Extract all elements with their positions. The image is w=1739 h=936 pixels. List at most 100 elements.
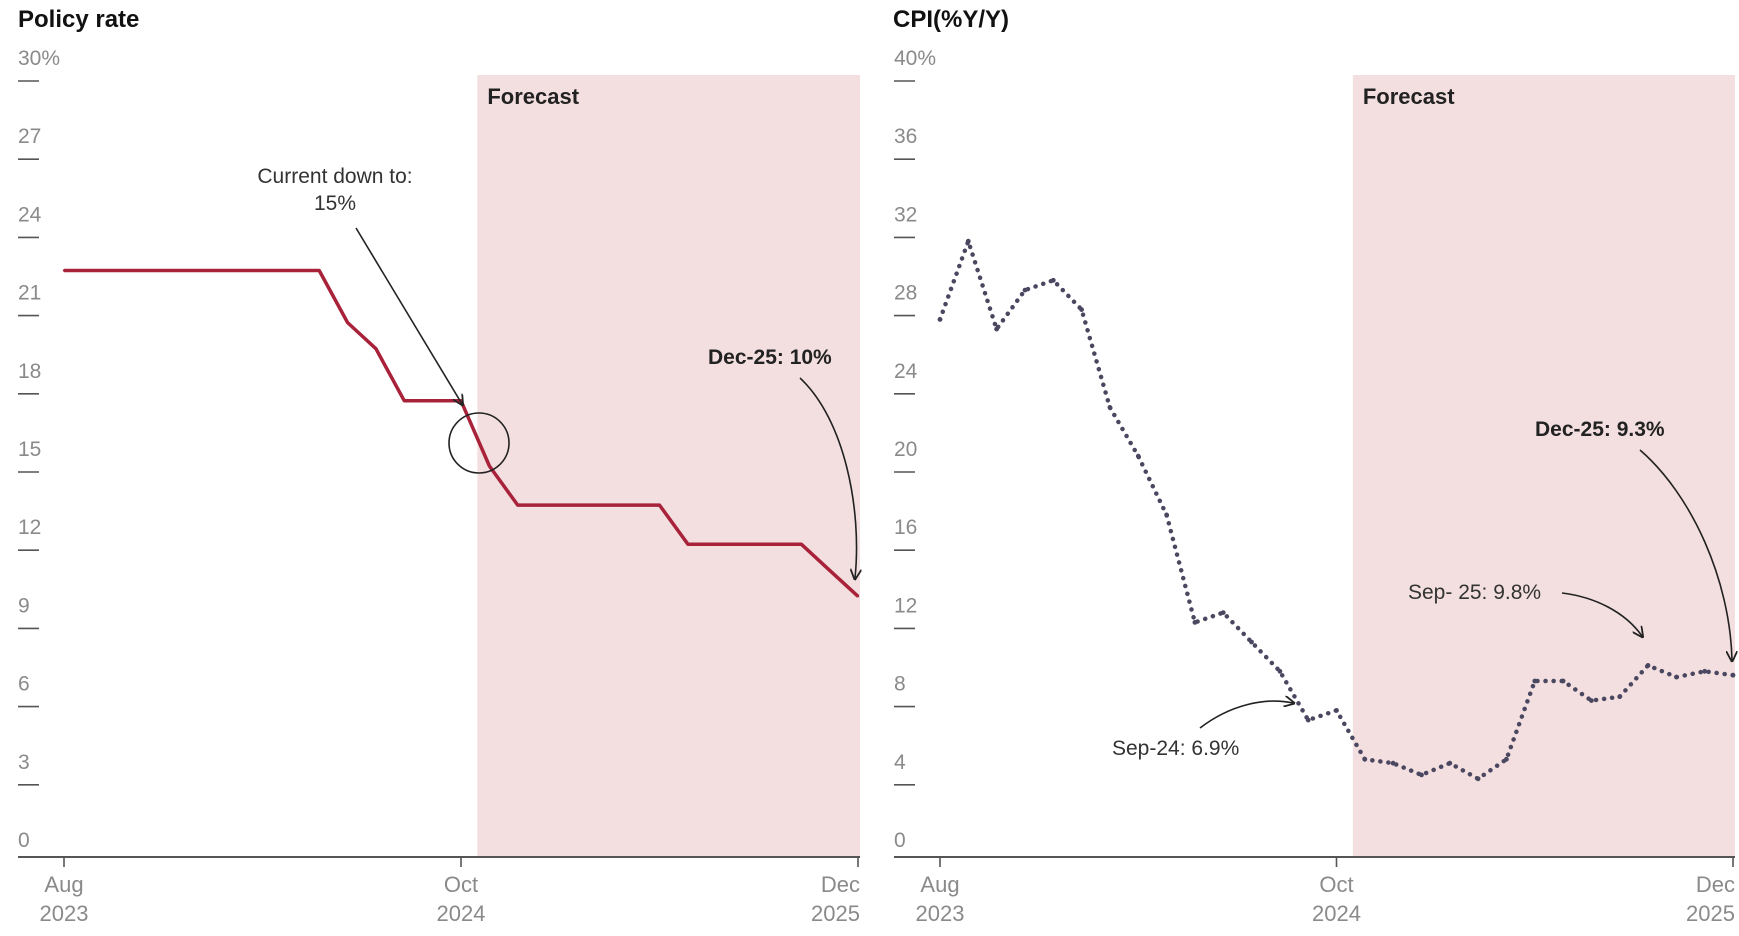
data-point [1447,760,1453,766]
data-point [1334,708,1339,713]
y-tick-label: 9 [18,594,30,617]
x-axis-ticks: Aug 2023 Oct 2024 Dec 2025 [40,857,860,926]
data-point [516,503,519,507]
x-tick-year: 2025 [1686,901,1735,926]
x-tick-month: Oct [1319,872,1353,897]
x-axis-ticks: Aug 2023 Oct 2024 Dec 2025 [916,857,1735,926]
data-point [1730,672,1736,678]
y-tick-label: 24 [894,360,918,383]
data-point [318,269,321,272]
data-point [374,347,378,350]
annotation-current-line2: 15% [314,192,356,215]
data-point [1164,512,1169,518]
x-tick-year: 2024 [1312,901,1361,926]
policy-rate-panel: Forecast 30% 27 24 21 18 15 12 9 6 3 0 Aug 2023 Oct 2… [18,6,860,926]
data-point [686,543,690,546]
data-point [856,595,860,598]
data-point [1532,678,1538,684]
data-point [1277,668,1283,674]
data-point [1589,698,1594,703]
data-point [1192,620,1198,625]
y-tick-label: 6 [18,673,30,696]
data-point [1390,760,1396,766]
x-tick-month: Aug [920,872,959,897]
y-tick-label: 8 [894,673,906,696]
y-tick-label: 24 [18,203,42,226]
data-point [1220,610,1226,615]
annotation-dec25-cpi-arrow [1639,449,1732,660]
y-axis-ticks: 30% 27 24 21 18 15 12 9 6 3 0 [18,47,60,852]
data-point [431,399,434,402]
forecast-band [1352,75,1735,857]
data-point [1135,453,1141,459]
cpi-points [937,238,1736,782]
y-axis-ticks: 40% 36 32 28 24 20 16 12 8 4 0 [894,47,936,852]
data-point [994,326,999,332]
y-tick-label: 36 [894,125,917,148]
x-tick-year: 2023 [916,901,965,926]
data-point [658,503,661,507]
x-tick-month: Oct [444,872,478,897]
annotation-sep24: Sep-24: 6.9% [1112,737,1239,760]
x-tick-year: 2024 [437,901,486,926]
annotation-sep24-arrow [1199,701,1293,729]
x-tick-month: Dec [821,872,860,897]
y-tick-label: 15 [18,438,41,461]
data-point [965,238,971,244]
annotation-dec25-cpi: Dec-25: 9.3% [1535,418,1665,441]
data-point [544,503,548,507]
data-point [1560,678,1566,684]
data-point [62,269,66,272]
data-point [629,503,633,507]
y-tick-label: 4 [894,751,906,774]
data-point [488,464,491,468]
y-tick-label: 3 [18,751,30,774]
y-tick-label: 0 [894,829,906,852]
data-point [771,543,775,546]
data-point [1050,277,1056,283]
annotation-sep25: Sep- 25: 9.8% [1408,581,1541,604]
forecast-band [477,75,860,857]
data-point [1674,674,1679,680]
data-point [1107,405,1113,410]
data-point [800,543,803,546]
annotation-current-line1: Current down to: [257,165,412,188]
chart-title: CPI(%Y/Y) [893,6,1009,33]
annotation-sep25-arrow [1561,592,1642,636]
forecast-label: Forecast [487,84,579,109]
data-point [1617,694,1623,700]
data-point [573,503,576,507]
data-point [1702,668,1708,674]
data-point [1079,307,1084,312]
data-point [937,317,943,322]
y-tick-label: 32 [894,203,917,226]
data-point [403,399,406,402]
y-tick-label: 30% [18,47,60,70]
y-tick-label: 21 [18,282,41,305]
data-point [346,321,349,324]
data-point [1645,663,1651,668]
x-tick-year: 2023 [40,901,89,926]
annotation-current-circle [448,412,510,474]
data-point [715,543,718,546]
y-tick-label: 28 [894,282,917,305]
data-point [1419,772,1424,778]
chart-title: Policy rate [18,6,139,33]
y-tick-label: 40% [894,47,936,70]
data-point [743,543,746,546]
data-point [828,569,831,572]
data-point [1249,639,1254,645]
y-tick-label: 18 [18,360,41,383]
y-tick-label: 16 [894,516,917,539]
forecast-label: Forecast [1363,84,1455,109]
y-tick-label: 12 [894,594,917,617]
policy-rate-points [62,269,860,598]
data-point [1305,717,1311,723]
x-tick-year: 2025 [811,901,860,926]
x-tick-month: Dec [1696,872,1735,897]
cpi-panel: Forecast 40% 36 32 28 24 20 16 12 8 4 0 Aug 2023 Oct… [893,6,1735,926]
data-point [1475,776,1481,782]
data-point [1022,287,1028,293]
